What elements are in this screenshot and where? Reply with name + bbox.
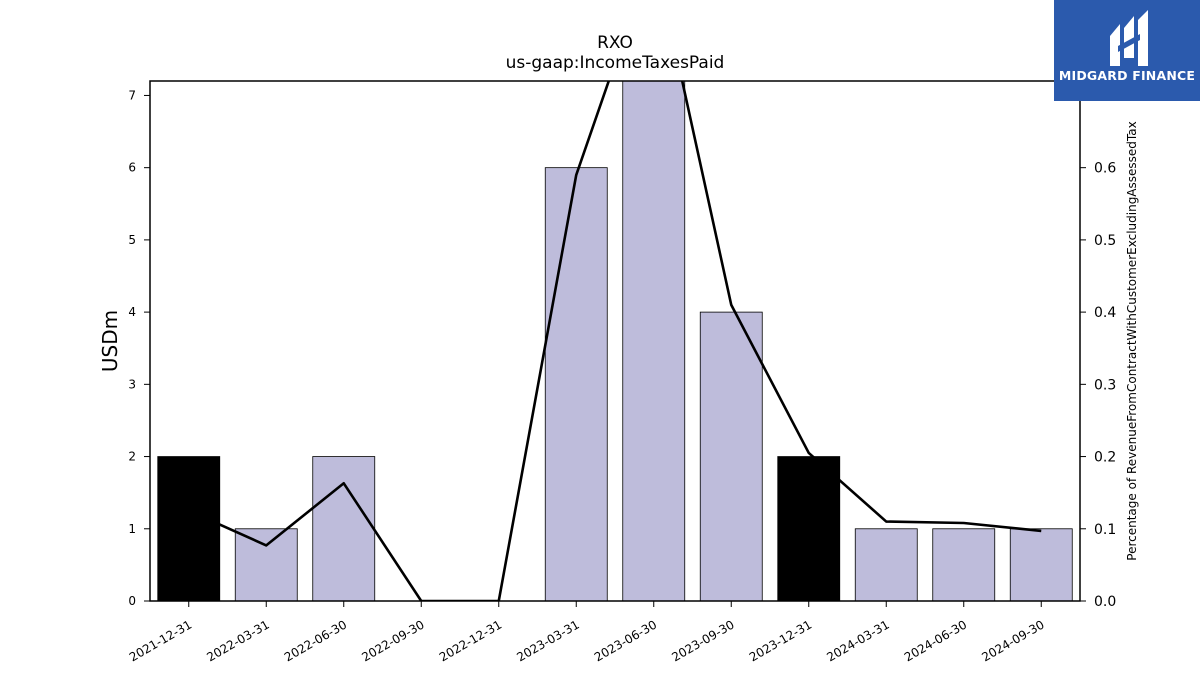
y-axis-label: USDm (98, 310, 122, 372)
y2-tick-label: 0.1 (1094, 522, 1116, 538)
y-tick-label: 0 (128, 594, 136, 608)
x-tick-label: 2022-09-30 (359, 617, 426, 664)
bar (157, 456, 221, 602)
x-tick-label: 2024-09-30 (979, 617, 1046, 664)
y2-tick-label: 0.2 (1094, 450, 1116, 466)
y-tick-label: 3 (128, 377, 136, 391)
bar (234, 528, 298, 602)
chart-subtitle: us-gaap:IncomeTaxesPaid (506, 53, 725, 73)
x-tick-label: 2022-12-31 (437, 617, 504, 664)
y2-tick-label: 0.3 (1094, 377, 1116, 393)
x-tick-label: 2021-12-31 (127, 617, 194, 664)
brand-logo: MIDGARD FINANCE (1054, 0, 1200, 101)
y2-axis-label: Percentage of RevenueFromContractWithCus… (1125, 121, 1139, 560)
line-series (188, 81, 1042, 601)
x-tick-label: 2024-06-30 (902, 617, 969, 664)
bar (312, 456, 376, 602)
y-tick-label: 1 (128, 522, 136, 536)
x-tick-label: 2023-12-31 (747, 617, 814, 664)
bar (1009, 528, 1073, 602)
y-tick-label: 4 (128, 305, 136, 319)
bar (932, 528, 996, 602)
bar (854, 528, 918, 602)
y2-tick-label: 0.4 (1094, 305, 1116, 321)
bar (544, 167, 608, 602)
y-tick-label: 6 (128, 161, 136, 175)
chart-title: RXO (597, 33, 633, 53)
x-tick-label: 2022-03-31 (204, 617, 271, 664)
y-tick-label: 5 (128, 233, 136, 247)
y-tick-label: 2 (128, 450, 136, 464)
x-tick-label: 2024-03-31 (824, 617, 891, 664)
y2-tick-label: 0.0 (1094, 594, 1116, 610)
x-tick-label: 2022-06-30 (282, 617, 349, 664)
logo-mark-icon (1110, 10, 1148, 66)
y-tick-label: 7 (128, 88, 136, 102)
x-tick-label: 2023-09-30 (669, 617, 736, 664)
logo-text: MIDGARD FINANCE (1058, 68, 1196, 83)
bar (777, 456, 841, 602)
bar (622, 80, 686, 602)
y2-tick-label: 0.5 (1094, 233, 1116, 249)
plot-frame (149, 80, 1081, 602)
bar (699, 311, 763, 602)
x-tick-label: 2023-03-31 (514, 617, 581, 664)
x-tick-label: 2023-06-30 (592, 617, 659, 664)
y2-tick-label: 0.6 (1094, 161, 1116, 177)
